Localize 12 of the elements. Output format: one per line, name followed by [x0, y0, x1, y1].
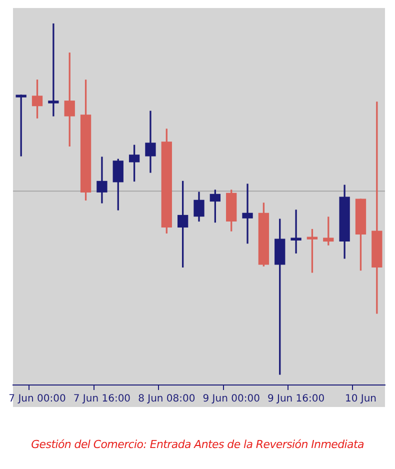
x-tick-label: 7 Jun 00:00 — [8, 394, 66, 405]
x-tick-label: 9 Jun 00:00 — [202, 394, 260, 405]
x-tick-label: 10 Jun — [344, 394, 377, 405]
x-tick-label: 8 Jun 08:00 — [138, 394, 196, 405]
candlestick — [96, 156, 108, 204]
candlestick — [290, 210, 302, 254]
x-tick-label: 9 Jun 16:00 — [267, 394, 325, 405]
candlestick — [145, 110, 156, 173]
text: Gestión del Comercio: Entrada Antes de la Reversión Inmediata — [30, 438, 365, 451]
candlestick — [48, 23, 59, 116]
x-tick-label: 7 Jun 16:00 — [73, 394, 131, 405]
candlestick — [242, 184, 253, 244]
